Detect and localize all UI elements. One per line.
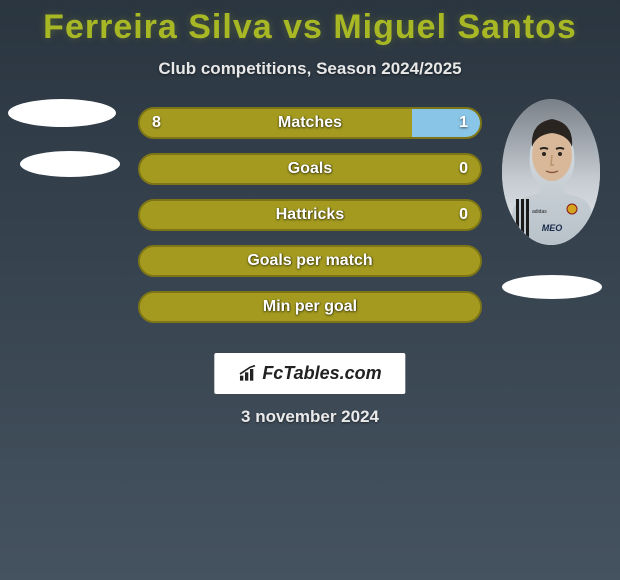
stat-bar-left-fill [140,109,412,137]
stat-label: Hattricks [276,206,344,224]
stat-bar: 0 Goals [138,153,482,185]
stat-label: Min per goal [263,298,357,316]
stat-bar: Min per goal [138,291,482,323]
snapshot-date: 3 november 2024 [0,407,620,427]
stat-value-right: 1 [459,114,468,132]
comparison-subtitle: Club competitions, Season 2024/2025 [0,59,620,79]
placeholder-ellipse [20,151,120,177]
stat-bars: 8 1 Matches 0 Goals 0 Hattricks Goals per match… [138,107,482,337]
placeholder-ellipse [502,275,602,299]
watermark: FcTables.com [214,353,405,394]
player-left-avatar [8,99,120,177]
svg-text:adidas: adidas [532,209,547,215]
chart-icon [238,365,258,383]
stat-value-right: 0 [459,160,468,178]
player-photo: MEO adidas [502,99,600,245]
stat-bar-right-fill [412,109,480,137]
comparison-panel: MEO adidas 8 1 Matches 0 Goals 0 Hattricks Goal… [0,107,620,367]
stat-bar: Goals per match [138,245,482,277]
stat-bar: 8 1 Matches [138,107,482,139]
stat-label: Matches [278,114,342,132]
player-right-avatar: MEO adidas [502,99,602,299]
stat-bar: 0 Hattricks [138,199,482,231]
stat-value-right: 0 [459,206,468,224]
comparison-title: Ferreira Silva vs Miguel Santos [0,0,620,47]
watermark-text: FcTables.com [262,363,381,384]
placeholder-ellipse [8,99,116,127]
stat-label: Goals per match [247,252,372,270]
player-photo-svg: MEO adidas [502,99,600,245]
stat-value-left: 8 [152,114,161,132]
stat-label: Goals [288,160,332,178]
svg-text:MEO: MEO [542,223,563,233]
